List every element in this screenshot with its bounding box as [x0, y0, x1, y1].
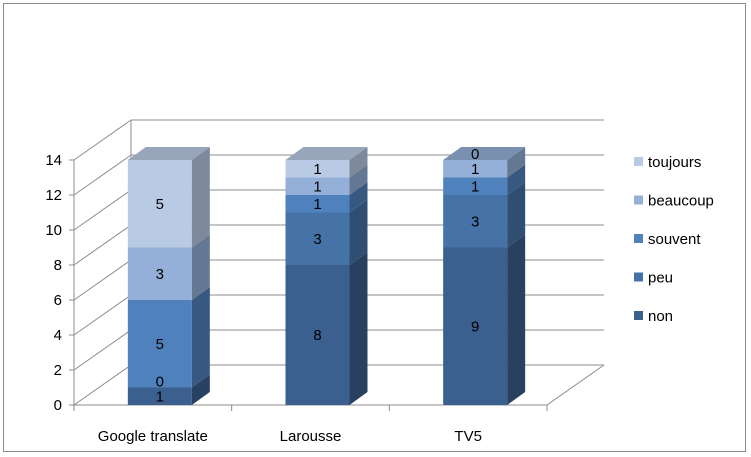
- data-label-beaucoup: 1: [471, 161, 479, 178]
- bar-front-non: [127, 387, 192, 405]
- y-tick-label: 10: [45, 222, 62, 239]
- legend-swatch-beaucoup: [634, 195, 643, 205]
- y-tick-label: 14: [45, 152, 62, 169]
- bar-front-non: [443, 247, 508, 405]
- gridline-side: [73, 224, 132, 266]
- gridline-side: [73, 329, 132, 371]
- gridline-side: [73, 154, 132, 196]
- data-label-non: 9: [471, 318, 479, 335]
- data-label-beaucoup: 3: [156, 266, 164, 283]
- bar-front-beaucoup: [127, 247, 192, 300]
- legend-swatch-toujours: [634, 157, 643, 166]
- legend-label-peu: peu: [648, 270, 673, 287]
- data-label-souvent: 1: [313, 196, 321, 213]
- bar-side-beaucoup: [349, 164, 368, 195]
- data-label-beaucoup: 1: [313, 178, 321, 195]
- bar-front-souvent: [443, 177, 508, 195]
- bar-front-souvent: [285, 195, 350, 213]
- y-tick-label: 2: [54, 362, 62, 379]
- bar-side-beaucoup: [191, 234, 210, 300]
- legend-swatch-peu: [634, 272, 643, 282]
- y-tick-label: 0: [54, 397, 62, 414]
- bar-side-non: [349, 252, 368, 405]
- bar-front-peu: [443, 195, 508, 248]
- y-tick-label: 12: [45, 187, 62, 204]
- legend-label-non: non: [648, 308, 673, 325]
- bars: [127, 147, 526, 405]
- y-tick-label: 8: [54, 257, 62, 274]
- y-tick-label: 6: [54, 292, 62, 309]
- data-label-peu: 0: [156, 374, 164, 391]
- data-label-souvent: 5: [156, 336, 164, 353]
- legend: toujours beaucoup souvent peu non: [634, 154, 714, 325]
- data-label-toujours: 5: [156, 196, 164, 213]
- bar-side-souvent: [349, 182, 368, 213]
- data-label-toujours: 0: [471, 146, 479, 163]
- floor-right-edge: [546, 364, 605, 406]
- bar-front-peu: [285, 212, 350, 265]
- bar-front-beaucoup: [285, 177, 350, 195]
- bar-side-non: [191, 374, 210, 405]
- gridline-side: [73, 294, 132, 336]
- bar-front-toujours: [285, 160, 350, 178]
- bar-side-peu: [507, 182, 526, 248]
- legend-swatch-non: [634, 311, 643, 320]
- floor-left-edge: [73, 364, 132, 406]
- data-label-peu: 3: [313, 231, 321, 248]
- bar-side-beaucoup: [507, 147, 526, 178]
- bar-top: [443, 147, 526, 160]
- bar-front-beaucoup: [443, 160, 508, 178]
- gridline-side: [73, 259, 132, 301]
- category-label: Larousse: [280, 428, 342, 445]
- bar-front-toujours: [127, 160, 192, 248]
- data-label-souvent: 1: [471, 178, 479, 195]
- legend-label-souvent: souvent: [648, 231, 701, 248]
- bar-side-toujours: [191, 147, 210, 248]
- data-label-non: 1: [156, 388, 164, 405]
- data-label-non: 8: [313, 327, 321, 344]
- bar-top: [127, 147, 210, 160]
- gridline-side: [73, 119, 132, 161]
- bar-top: [285, 147, 368, 160]
- bar-side-non: [507, 234, 526, 405]
- bar-side-souvent: [507, 164, 526, 195]
- y-tick-label: 4: [54, 327, 62, 344]
- bar-side-peu: [349, 199, 368, 265]
- bar-side-souvent: [191, 287, 210, 388]
- chart-frame: 0 2 4 6 8 10 12 14 Google translate Larousse TV5 1…: [3, 3, 746, 452]
- data-label-toujours: 1: [313, 161, 321, 178]
- bar-front-souvent: [127, 300, 192, 388]
- legend-swatch-souvent: [634, 234, 643, 243]
- category-label: TV5: [454, 428, 482, 445]
- legend-label-toujours: toujours: [648, 154, 701, 171]
- bar-side-toujours: [349, 147, 368, 178]
- data-label-peu: 3: [471, 213, 479, 230]
- legend-label-beaucoup: beaucoup: [648, 193, 714, 210]
- category-label: Google translate: [98, 428, 208, 445]
- gridline-side: [73, 189, 132, 231]
- bar-front-non: [285, 265, 350, 405]
